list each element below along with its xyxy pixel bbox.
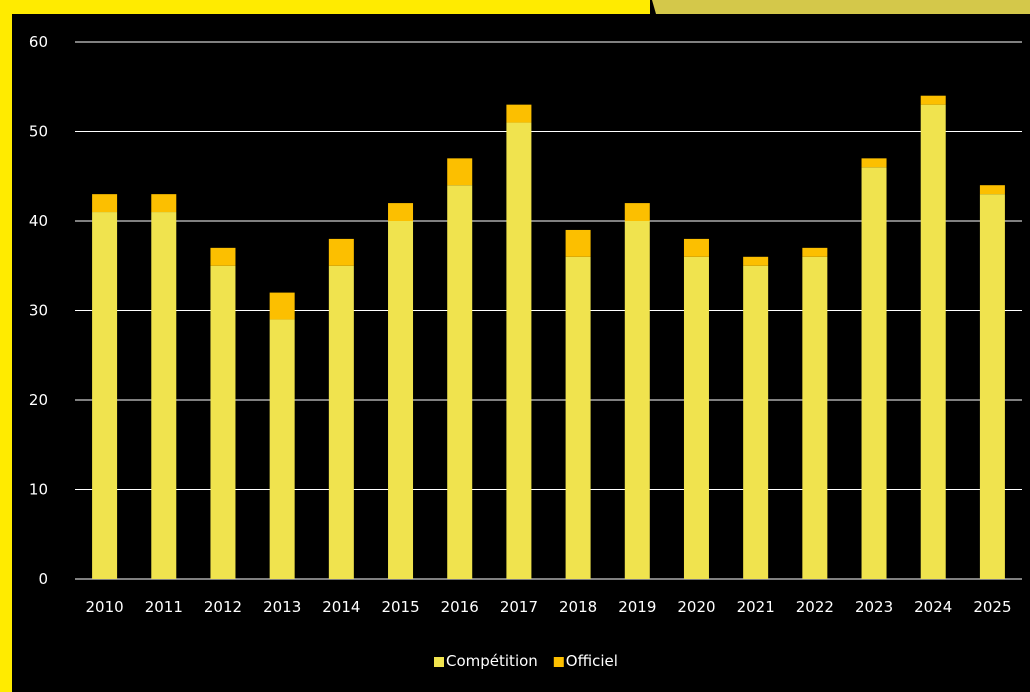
x-tick-label-2021: 2021 — [737, 598, 775, 616]
x-tick-label-2012: 2012 — [204, 598, 242, 616]
x-tick-label-2017: 2017 — [500, 598, 538, 616]
bars — [92, 95, 1005, 580]
bar-2022-officiel — [802, 247, 828, 257]
x-tick-label-2019: 2019 — [618, 598, 656, 616]
bar-2012-competition — [210, 265, 236, 579]
bar-2022-competition — [802, 256, 828, 579]
x-tick-label-2024: 2024 — [914, 598, 952, 616]
x-tick-label-2023: 2023 — [855, 598, 893, 616]
x-tick-label-2014: 2014 — [322, 598, 360, 616]
bar-2021-officiel — [743, 256, 769, 266]
bar-2015-officiel — [388, 203, 414, 221]
x-tick-label-2013: 2013 — [263, 598, 301, 616]
bar-2024-competition — [920, 104, 946, 580]
bar-2019-competition — [624, 221, 650, 579]
bar-2025-officiel — [979, 185, 1005, 195]
y-axis-tick-labels: 0 10 20 30 40 50 60 — [29, 33, 48, 588]
x-tick-label-2011: 2011 — [145, 598, 183, 616]
bar-2025-competition — [979, 194, 1005, 579]
bar-2016-officiel — [447, 158, 473, 186]
y-tick-label-40: 40 — [29, 212, 48, 230]
x-tick-label-2015: 2015 — [381, 598, 419, 616]
x-axis-tick-labels: 2010 2011 2012 2013 2014 2015 2016 2017 2018 2019… — [86, 598, 1012, 616]
bar-2012-officiel — [210, 247, 236, 266]
bar-2024-officiel — [920, 95, 946, 105]
bar-2017-competition — [506, 122, 532, 580]
bar-2011-officiel — [151, 194, 177, 213]
legend-swatch-competition — [434, 657, 444, 667]
y-tick-label-30: 30 — [29, 302, 48, 320]
bar-2017-officiel — [506, 104, 532, 123]
bar-2014-officiel — [328, 238, 354, 266]
legend-swatch-officiel — [553, 657, 564, 667]
bar-2018-officiel — [565, 229, 591, 257]
frame-left-bar — [0, 0, 12, 692]
bar-2013-competition — [269, 319, 295, 579]
y-tick-label-20: 20 — [29, 391, 48, 409]
bar-2020-officiel — [683, 238, 709, 257]
y-tick-label-10: 10 — [29, 481, 48, 499]
legend: Compétition Officiel — [434, 652, 618, 670]
bar-2013-officiel — [269, 292, 295, 320]
x-tick-label-2020: 2020 — [677, 598, 715, 616]
legend-label-officiel: Officiel — [566, 652, 618, 670]
bar-2019-officiel — [624, 203, 650, 221]
bar-2023-competition — [861, 167, 887, 580]
x-tick-label-2010: 2010 — [86, 598, 124, 616]
bar-2023-officiel — [861, 158, 887, 168]
bar-2010-competition — [92, 212, 118, 580]
legend-label-competition: Compétition — [446, 652, 538, 670]
x-tick-label-2018: 2018 — [559, 598, 597, 616]
bar-2018-competition — [565, 256, 591, 579]
bar-2011-competition — [151, 212, 177, 580]
bar-2014-competition — [328, 265, 354, 579]
y-tick-label-0: 0 — [38, 570, 48, 588]
bar-2016-competition — [447, 185, 473, 579]
x-tick-label-2022: 2022 — [796, 598, 834, 616]
frame-top-bar — [0, 0, 650, 14]
bar-2010-officiel — [92, 194, 118, 213]
y-tick-label-50: 50 — [29, 123, 48, 141]
bar-2015-competition — [388, 221, 414, 579]
frame-top-right-accent — [652, 0, 1030, 14]
x-tick-label-2016: 2016 — [441, 598, 479, 616]
bar-2021-competition — [743, 265, 769, 579]
bar-2020-competition — [683, 256, 709, 579]
y-tick-label-60: 60 — [29, 33, 48, 51]
x-tick-label-2025: 2025 — [973, 598, 1011, 616]
